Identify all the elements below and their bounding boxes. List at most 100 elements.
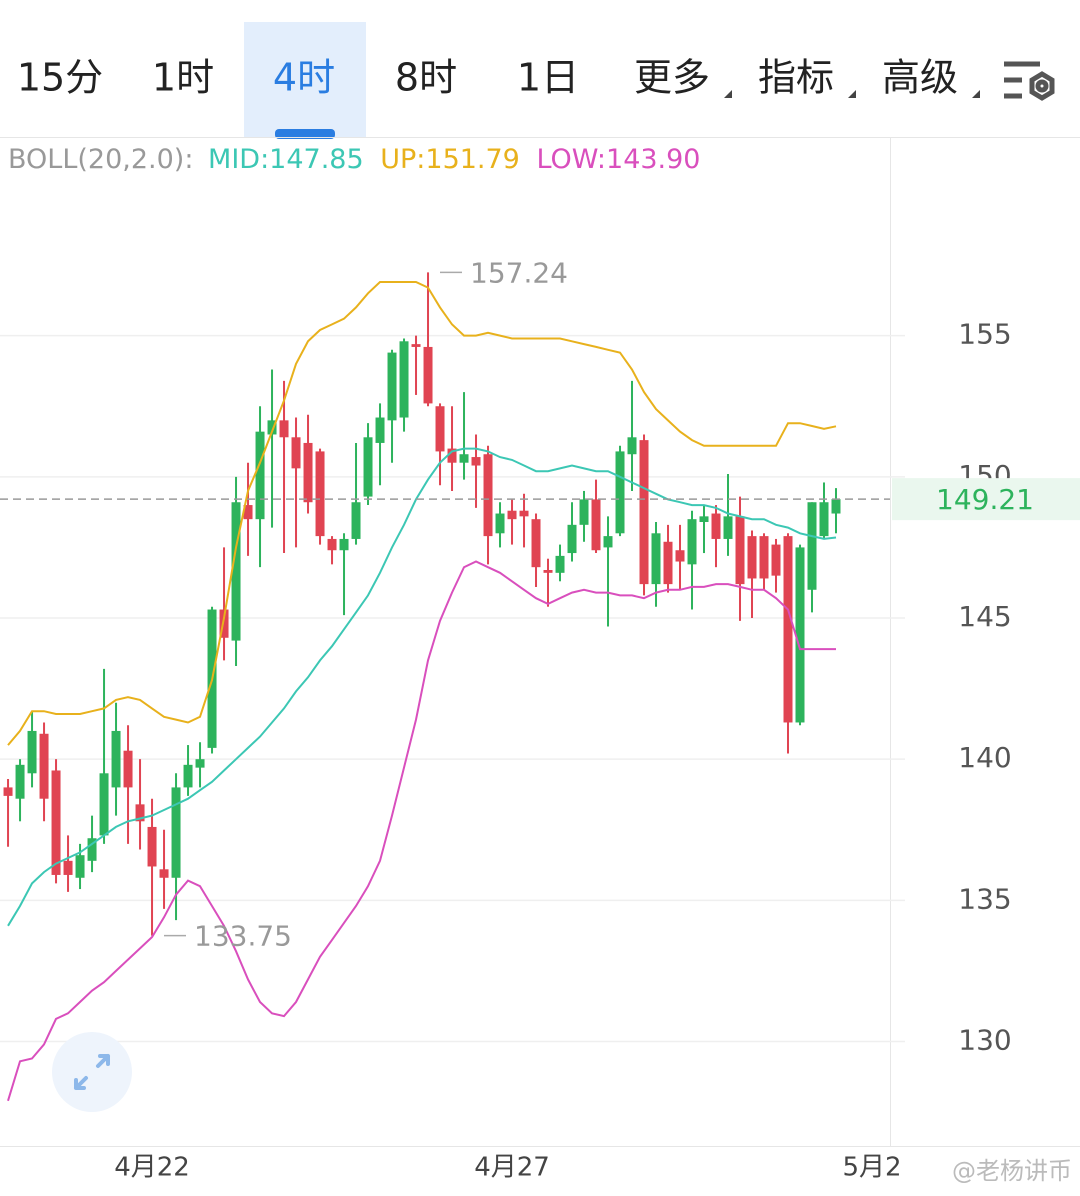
settings-icon[interactable] (1004, 61, 1055, 101)
watermark: @老杨讲币 (952, 1157, 1072, 1185)
candle-body (75, 855, 85, 878)
candle-body (591, 499, 601, 551)
tab-label: 15分 (17, 56, 103, 100)
candle-body (627, 437, 637, 455)
candle-body (111, 730, 121, 788)
candle-body (615, 451, 625, 534)
tab[interactable]: 更多 (634, 56, 732, 100)
tab-label: 指标 (758, 56, 834, 100)
tab[interactable]: 8时 (395, 56, 457, 100)
candle-body (411, 344, 421, 347)
candle-body (495, 513, 505, 534)
tab[interactable]: 15分 (17, 56, 103, 100)
candle-body (723, 516, 733, 539)
candle-body (531, 519, 541, 568)
candle-body (159, 869, 169, 878)
tab-active-bg (244, 22, 366, 137)
candle-body (399, 341, 409, 418)
plot: 157.24 133.75 (0, 256, 890, 1102)
candle-body (39, 733, 49, 799)
legend-low: LOW:143.90 (536, 144, 700, 175)
legend-up: UP:151.79 (380, 144, 520, 175)
tab-label: 4时 (273, 56, 335, 100)
boll-line (7, 560, 836, 1102)
tab-bar: 15分 1时 4时 8时 1日 更多 指标 高级 (17, 22, 980, 139)
candle-body (543, 570, 553, 573)
candle-body (459, 454, 469, 463)
tab[interactable]: 1时 (152, 56, 214, 100)
candle-body (195, 759, 205, 768)
candle-body (219, 609, 229, 638)
tab-label: 1日 (517, 56, 579, 100)
candle-body (711, 513, 721, 539)
tab-indicator (275, 129, 335, 139)
candle-body (663, 541, 673, 585)
candle-body (795, 547, 805, 723)
candle-body (255, 431, 265, 520)
candle-body (63, 860, 73, 875)
y-tick-label: 130 (958, 1024, 1011, 1057)
candle-body (735, 516, 745, 585)
candle-body (603, 536, 613, 548)
candle-body (231, 502, 241, 641)
expand-button[interactable] (52, 1032, 132, 1112)
x-tick-label: 4月27 (474, 1153, 550, 1183)
y-tick-label: 135 (958, 882, 1011, 915)
candle-body (771, 544, 781, 576)
candle-body (147, 826, 157, 867)
candle-body (699, 516, 709, 522)
candle-body (303, 442, 313, 503)
tab[interactable]: 4时 (244, 22, 366, 139)
tab[interactable]: 高级 (882, 56, 980, 100)
candle-body (675, 550, 685, 562)
y-tick-label: 140 (958, 741, 1011, 774)
candle-body (447, 448, 457, 463)
candle-body (471, 457, 481, 466)
candle-body (183, 764, 193, 788)
candle-body (15, 764, 25, 799)
tab[interactable]: 1日 (517, 56, 579, 100)
candle-body (507, 510, 517, 520)
expand-icon (74, 1054, 110, 1090)
grid (0, 334, 905, 1043)
candle-body (327, 538, 337, 551)
candle-body (339, 538, 349, 551)
x-tick-label: 5月2 (842, 1153, 901, 1183)
candle-body (135, 804, 145, 822)
max-marker-label: 157.24 (470, 256, 568, 289)
candle-body (651, 533, 661, 585)
candle-body (87, 838, 97, 861)
tab-dropdown-arrow (848, 90, 856, 98)
candle-body (291, 437, 301, 469)
icon-gear (1029, 71, 1055, 101)
candle-body (807, 502, 817, 590)
candle-body (759, 536, 769, 579)
candle-body (819, 502, 829, 537)
candle-body (831, 499, 841, 514)
candle-body (375, 417, 385, 443)
tab-label: 高级 (882, 56, 958, 100)
tab[interactable]: 指标 (758, 56, 856, 100)
y-tick-label: 145 (958, 600, 1011, 633)
y-tick-label: 155 (958, 318, 1011, 351)
candle-body (435, 406, 445, 452)
last-price-label: 149.21 (936, 483, 1034, 516)
candle-body (99, 773, 109, 836)
tab-label: 1时 (152, 56, 214, 100)
candle-body (783, 536, 793, 723)
candle-body (279, 420, 289, 438)
last-price-tag (892, 478, 1080, 521)
min-marker-label: 133.75 (194, 920, 292, 953)
legend-boll: BOLL(20,2.0): (8, 144, 193, 175)
candle-body (27, 730, 37, 774)
candle-body (567, 524, 577, 554)
tab-label: 8时 (395, 56, 457, 100)
candle-body (519, 510, 529, 517)
boll-line (7, 281, 837, 746)
candle-body (579, 499, 589, 525)
candle-body (747, 536, 757, 579)
candle-body (351, 502, 361, 539)
x-tick-label: 4月22 (114, 1153, 190, 1183)
